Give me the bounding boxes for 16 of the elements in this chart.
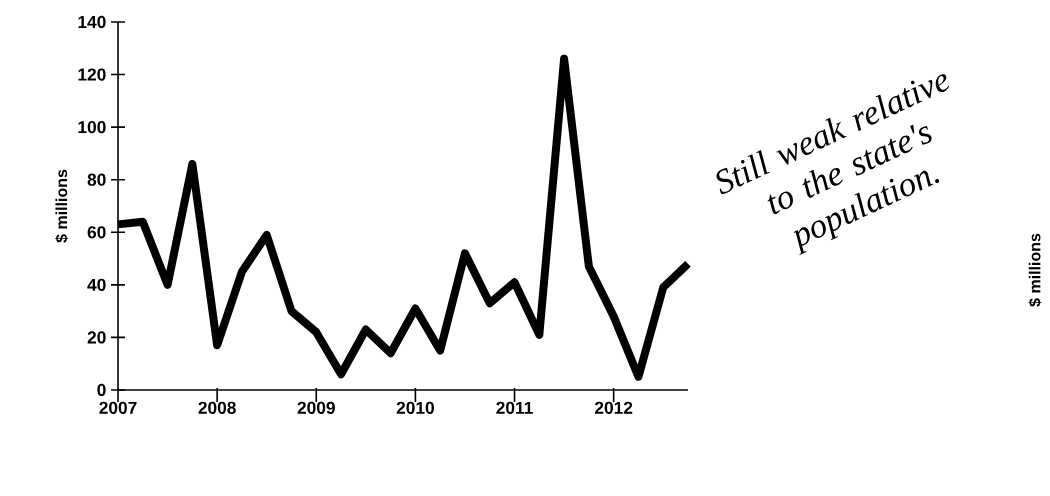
x-tick-label: 2012: [594, 401, 633, 414]
y-tick-label: 40: [87, 278, 106, 291]
y-tick-label: 120: [78, 68, 106, 81]
y-tick-label: 20: [87, 331, 106, 344]
y-tick-label: 140: [78, 15, 106, 29]
x-tick-label: 2011: [496, 401, 533, 414]
x-tick-label: 2010: [396, 401, 434, 414]
x-tick-label: 2007: [99, 401, 137, 414]
x-tick-label: 2008: [198, 401, 236, 414]
y-tick-label: 60: [87, 226, 106, 239]
y-tick-label: 100: [78, 120, 106, 134]
x-tick-label: 2009: [297, 401, 335, 414]
y-tick-label: 0: [97, 383, 106, 397]
y-axis-title: $ millions: [55, 169, 69, 243]
text: $ millions: [1028, 233, 1042, 307]
y-tick-label: 80: [87, 173, 106, 186]
